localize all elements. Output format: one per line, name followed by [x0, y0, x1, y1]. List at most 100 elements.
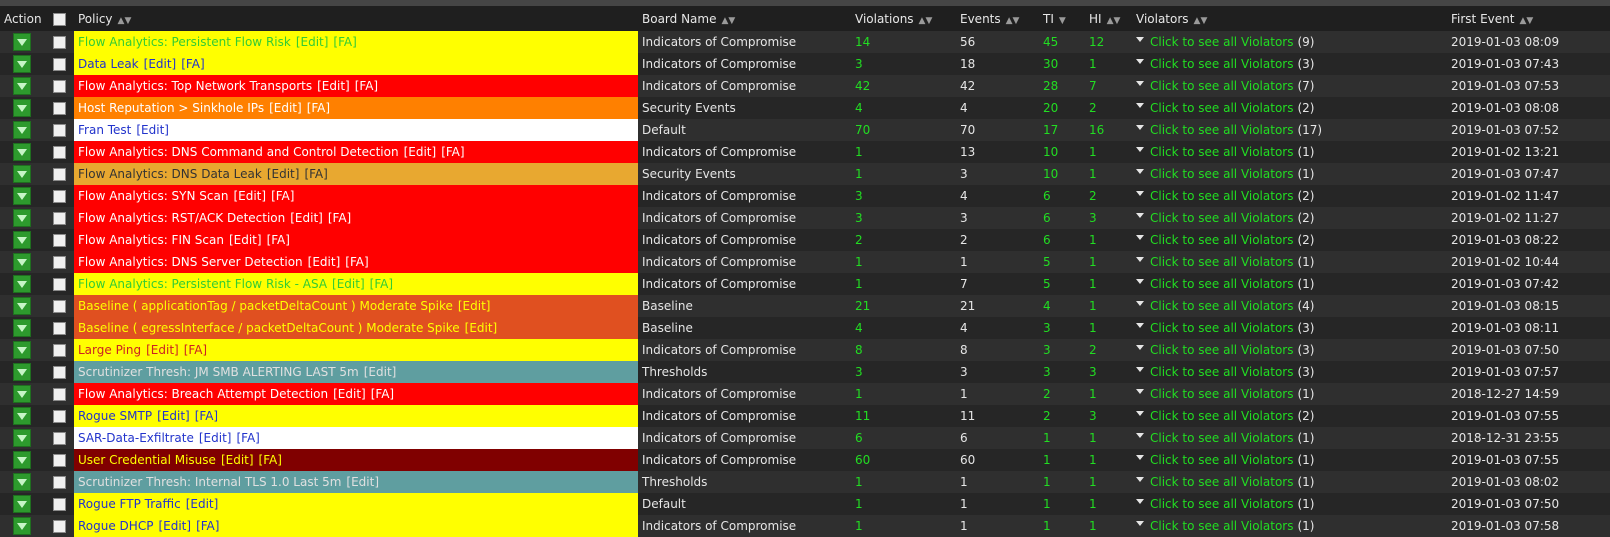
row-checkbox[interactable]: [52, 366, 66, 379]
row-checkbox[interactable]: [52, 256, 66, 269]
see-violators-link[interactable]: Click to see all Violators: [1150, 189, 1294, 203]
sort-icon[interactable]: ▲▼: [1519, 15, 1534, 26]
violators-cell[interactable]: Click to see all Violators (1): [1132, 493, 1447, 515]
caret-down-icon[interactable]: [1136, 521, 1144, 526]
policy-cell[interactable]: Rogue SMTP [Edit] [FA]: [74, 405, 638, 427]
col-header-first-event[interactable]: First Event ▲▼: [1447, 6, 1610, 31]
policy-cell[interactable]: Flow Analytics: Breach Attempt Detection…: [74, 383, 638, 405]
sort-icon[interactable]: ▲▼: [1106, 15, 1121, 26]
caret-down-icon[interactable]: [1136, 213, 1144, 218]
row-checkbox[interactable]: [52, 190, 66, 203]
action-dropdown-icon[interactable]: [13, 517, 31, 535]
action-cell[interactable]: [0, 141, 44, 163]
row-checkbox[interactable]: [52, 520, 66, 533]
policy-link-edit[interactable]: [Edit]: [307, 255, 341, 269]
col-header-board[interactable]: Board Name ▲▼: [638, 6, 851, 31]
select-cell[interactable]: [44, 427, 74, 449]
select-cell[interactable]: [44, 75, 74, 97]
policy-name[interactable]: Flow Analytics: Persistent Flow Risk: [78, 35, 291, 49]
action-cell[interactable]: [0, 405, 44, 427]
select-cell[interactable]: [44, 493, 74, 515]
action-dropdown-icon[interactable]: [13, 451, 31, 469]
policy-link-fa[interactable]: [FA]: [183, 343, 208, 357]
col-header-ti[interactable]: TI ▼: [1039, 6, 1085, 31]
action-cell[interactable]: [0, 339, 44, 361]
policy-link-edit[interactable]: [Edit]: [158, 519, 192, 533]
policy-link-fa[interactable]: [FA]: [441, 145, 465, 159]
row-checkbox[interactable]: [52, 322, 66, 335]
action-dropdown-icon[interactable]: [13, 143, 31, 161]
select-cell[interactable]: [44, 163, 74, 185]
policy-name[interactable]: Flow Analytics: Top Network Transports: [78, 79, 313, 93]
policy-link-edit[interactable]: [Edit]: [457, 299, 491, 313]
select-cell[interactable]: [44, 53, 74, 75]
violators-cell[interactable]: Click to see all Violators (1): [1132, 383, 1447, 405]
violators-cell[interactable]: Click to see all Violators (9): [1132, 31, 1447, 53]
caret-down-icon[interactable]: [1136, 59, 1144, 64]
see-violators-link[interactable]: Click to see all Violators: [1150, 79, 1294, 93]
policy-link-fa[interactable]: [FA]: [181, 57, 205, 71]
row-checkbox[interactable]: [52, 278, 66, 291]
policy-cell[interactable]: Flow Analytics: Persistent Flow Risk [Edi…: [74, 31, 638, 53]
action-dropdown-icon[interactable]: [13, 165, 31, 183]
policy-cell[interactable]: Flow Analytics: RST/ACK Detection [Edit] […: [74, 207, 638, 229]
action-dropdown-icon[interactable]: [13, 231, 31, 249]
action-dropdown-icon[interactable]: [13, 473, 31, 491]
policy-link-edit[interactable]: [Edit]: [233, 189, 267, 203]
violators-cell[interactable]: Click to see all Violators (1): [1132, 427, 1447, 449]
policy-cell[interactable]: Large Ping [Edit] [FA]: [74, 339, 638, 361]
policy-name[interactable]: Flow Analytics: DNS Command and Control …: [78, 145, 399, 159]
action-dropdown-icon[interactable]: [13, 385, 31, 403]
sort-icon[interactable]: ▲▼: [117, 15, 132, 26]
action-cell[interactable]: [0, 493, 44, 515]
action-dropdown-icon[interactable]: [13, 341, 31, 359]
see-violators-link[interactable]: Click to see all Violators: [1150, 387, 1294, 401]
row-checkbox[interactable]: [52, 168, 66, 181]
policy-link-fa[interactable]: [FA]: [194, 409, 219, 423]
caret-down-icon[interactable]: [1136, 499, 1144, 504]
policy-cell[interactable]: Flow Analytics: FIN Scan [Edit] [FA]: [74, 229, 638, 251]
select-cell[interactable]: [44, 339, 74, 361]
violators-cell[interactable]: Click to see all Violators (2): [1132, 207, 1447, 229]
policy-link-fa[interactable]: [FA]: [236, 431, 260, 445]
see-violators-link[interactable]: Click to see all Violators: [1150, 497, 1294, 511]
col-header-events[interactable]: Events ▲▼: [956, 6, 1039, 31]
policy-cell[interactable]: Rogue DHCP [Edit] [FA]: [74, 515, 638, 537]
policy-link-edit[interactable]: [Edit]: [333, 387, 366, 401]
policy-name[interactable]: Flow Analytics: FIN Scan: [78, 233, 224, 247]
row-checkbox[interactable]: [52, 344, 66, 357]
policy-name[interactable]: Baseline ( egressInterface / packetDelta…: [78, 321, 460, 335]
policy-link-fa[interactable]: [FA]: [354, 79, 379, 93]
action-dropdown-icon[interactable]: [13, 253, 31, 271]
caret-down-icon[interactable]: [1136, 147, 1144, 152]
action-cell[interactable]: [0, 229, 44, 251]
violators-cell[interactable]: Click to see all Violators (3): [1132, 317, 1447, 339]
caret-down-icon[interactable]: [1136, 257, 1144, 262]
action-cell[interactable]: [0, 163, 44, 185]
caret-down-icon[interactable]: [1136, 279, 1144, 284]
see-violators-link[interactable]: Click to see all Violators: [1150, 409, 1294, 423]
select-cell[interactable]: [44, 229, 74, 251]
action-dropdown-icon[interactable]: [13, 187, 31, 205]
action-cell[interactable]: [0, 207, 44, 229]
violators-cell[interactable]: Click to see all Violators (1): [1132, 251, 1447, 273]
see-violators-link[interactable]: Click to see all Violators: [1150, 299, 1294, 313]
policy-link-edit[interactable]: [Edit]: [317, 79, 350, 93]
action-dropdown-icon[interactable]: [13, 275, 31, 293]
caret-down-icon[interactable]: [1136, 433, 1144, 438]
policy-link-fa[interactable]: [FA]: [196, 519, 220, 533]
policy-link-fa[interactable]: [FA]: [306, 101, 331, 115]
caret-down-icon[interactable]: [1136, 411, 1144, 416]
violators-cell[interactable]: Click to see all Violators (17): [1132, 119, 1447, 141]
row-checkbox[interactable]: [52, 234, 66, 247]
row-checkbox[interactable]: [52, 300, 66, 313]
policy-name[interactable]: Rogue SMTP: [78, 409, 153, 423]
policy-name[interactable]: Rogue FTP Traffic: [78, 497, 181, 511]
action-dropdown-icon[interactable]: [13, 407, 31, 425]
see-violators-link[interactable]: Click to see all Violators: [1150, 101, 1294, 115]
caret-down-icon[interactable]: [1136, 191, 1144, 196]
select-cell[interactable]: [44, 515, 74, 537]
caret-down-icon[interactable]: [1136, 367, 1144, 372]
policy-link-edit[interactable]: [Edit]: [346, 475, 380, 489]
policy-link-edit[interactable]: [Edit]: [290, 211, 323, 225]
